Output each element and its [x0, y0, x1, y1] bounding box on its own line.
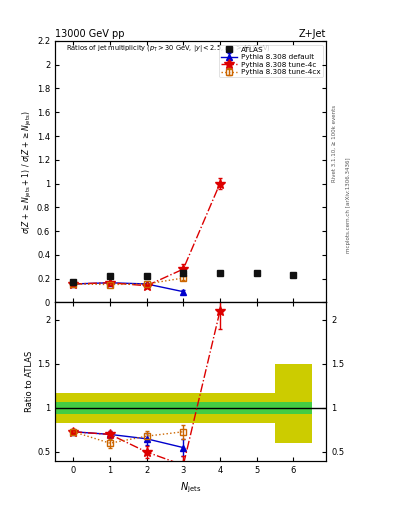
ATLAS — [71, 279, 76, 285]
Legend: ATLAS, Pythia 8.308 default, Pythia 8.308 tune-4c, Pythia 8.308 tune-4cx: ATLAS, Pythia 8.308 default, Pythia 8.30… — [219, 45, 323, 77]
Y-axis label: Ratio to ATLAS: Ratio to ATLAS — [25, 351, 34, 412]
Line: ATLAS: ATLAS — [70, 270, 297, 285]
Text: mcplots.cern.ch [arXiv:1306.3436]: mcplots.cern.ch [arXiv:1306.3436] — [346, 157, 351, 252]
X-axis label: $N_{\rm jets}$: $N_{\rm jets}$ — [180, 480, 201, 495]
ATLAS — [291, 272, 296, 278]
Text: Z+Jet: Z+Jet — [299, 29, 326, 39]
Y-axis label: $\sigma(Z + \geq N_{\rm jets}+1)\ /\ \sigma(Z + \geq N_{\rm jets})$: $\sigma(Z + \geq N_{\rm jets}+1)\ /\ \si… — [21, 110, 34, 233]
Text: Ratios of jet multiplicity ($p_{\rm T} > 30$ GeV, $|y| < 2.5$, $m_{\rm ||} > 40$: Ratios of jet multiplicity ($p_{\rm T} >… — [66, 44, 270, 55]
ATLAS — [108, 273, 112, 280]
ATLAS — [254, 270, 259, 276]
ATLAS — [144, 273, 149, 280]
ATLAS — [218, 270, 222, 276]
ATLAS — [181, 270, 185, 276]
Text: Rivet 3.1.10, ≥ 100k events: Rivet 3.1.10, ≥ 100k events — [332, 105, 337, 182]
Text: 13000 GeV pp: 13000 GeV pp — [55, 29, 125, 39]
